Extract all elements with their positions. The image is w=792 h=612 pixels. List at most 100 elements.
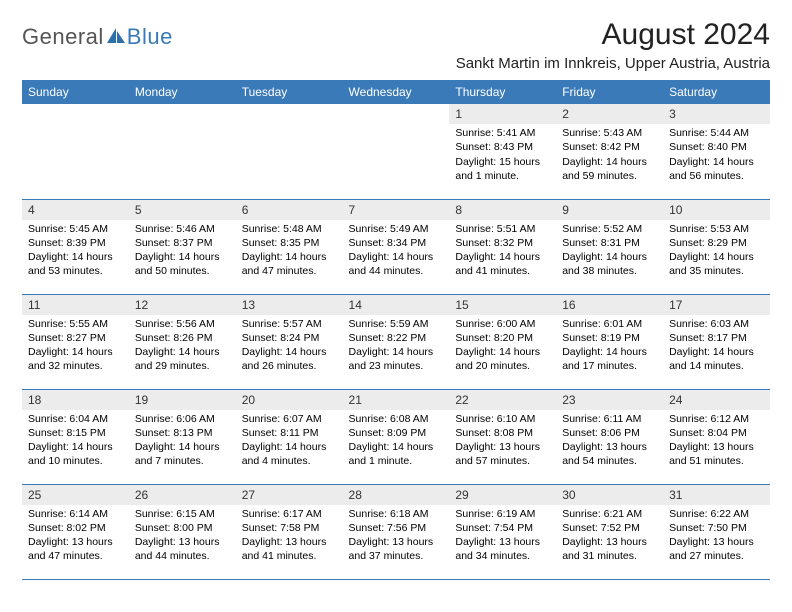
day-number: 5 — [129, 200, 236, 220]
calendar-day-cell: 6Sunrise: 5:48 AMSunset: 8:35 PMDaylight… — [236, 199, 343, 294]
calendar-day-cell: 27Sunrise: 6:17 AMSunset: 7:58 PMDayligh… — [236, 484, 343, 579]
day-number: 14 — [343, 295, 450, 315]
calendar-week-row: 1Sunrise: 5:41 AMSunset: 8:43 PMDaylight… — [22, 104, 770, 199]
calendar-day-cell: 29Sunrise: 6:19 AMSunset: 7:54 PMDayligh… — [449, 484, 556, 579]
calendar-day-cell: 21Sunrise: 6:08 AMSunset: 8:09 PMDayligh… — [343, 389, 450, 484]
calendar-day-cell: 22Sunrise: 6:10 AMSunset: 8:08 PMDayligh… — [449, 389, 556, 484]
sunset-line: Sunset: 8:09 PM — [349, 426, 444, 440]
sunset-line: Sunset: 8:08 PM — [455, 426, 550, 440]
day-number: 17 — [663, 295, 770, 315]
daylight-line: Daylight: 14 hours and 17 minutes. — [562, 345, 657, 373]
daylight-line: Daylight: 13 hours and 44 minutes. — [135, 535, 230, 563]
calendar-day-cell: 7Sunrise: 5:49 AMSunset: 8:34 PMDaylight… — [343, 199, 450, 294]
day-number: 9 — [556, 200, 663, 220]
sunset-line: Sunset: 7:50 PM — [669, 521, 764, 535]
location-subtitle: Sankt Martin im Innkreis, Upper Austria,… — [456, 55, 770, 72]
day-number: 1 — [449, 104, 556, 124]
sunset-line: Sunset: 8:00 PM — [135, 521, 230, 535]
calendar-day-cell: 1Sunrise: 5:41 AMSunset: 8:43 PMDaylight… — [449, 104, 556, 199]
daylight-line: Daylight: 14 hours and 41 minutes. — [455, 250, 550, 278]
day-number: 16 — [556, 295, 663, 315]
daylight-line: Daylight: 13 hours and 37 minutes. — [349, 535, 444, 563]
calendar-day-cell: 19Sunrise: 6:06 AMSunset: 8:13 PMDayligh… — [129, 389, 236, 484]
sunrise-line: Sunrise: 5:45 AM — [28, 222, 123, 236]
daylight-line: Daylight: 14 hours and 20 minutes. — [455, 345, 550, 373]
daylight-line: Daylight: 14 hours and 1 minute. — [349, 440, 444, 468]
daylight-line: Daylight: 13 hours and 31 minutes. — [562, 535, 657, 563]
daylight-line: Daylight: 14 hours and 56 minutes. — [669, 155, 764, 183]
daylight-line: Daylight: 14 hours and 35 minutes. — [669, 250, 764, 278]
calendar-header-cell: Tuesday — [236, 80, 343, 104]
day-number: 18 — [22, 390, 129, 410]
day-number: 22 — [449, 390, 556, 410]
sunrise-line: Sunrise: 5:56 AM — [135, 317, 230, 331]
day-number: 31 — [663, 485, 770, 505]
sunset-line: Sunset: 8:37 PM — [135, 236, 230, 250]
sunset-line: Sunset: 8:40 PM — [669, 140, 764, 154]
sunrise-line: Sunrise: 6:14 AM — [28, 507, 123, 521]
calendar-day-cell: 14Sunrise: 5:59 AMSunset: 8:22 PMDayligh… — [343, 294, 450, 389]
sunrise-line: Sunrise: 6:18 AM — [349, 507, 444, 521]
sunrise-line: Sunrise: 6:11 AM — [562, 412, 657, 426]
sunrise-line: Sunrise: 6:22 AM — [669, 507, 764, 521]
calendar-day-cell: 24Sunrise: 6:12 AMSunset: 8:04 PMDayligh… — [663, 389, 770, 484]
calendar-day-cell: 15Sunrise: 6:00 AMSunset: 8:20 PMDayligh… — [449, 294, 556, 389]
calendar-week-row: 18Sunrise: 6:04 AMSunset: 8:15 PMDayligh… — [22, 389, 770, 484]
day-number: 28 — [343, 485, 450, 505]
sunset-line: Sunset: 8:02 PM — [28, 521, 123, 535]
sunset-line: Sunset: 7:54 PM — [455, 521, 550, 535]
calendar-week-row: 4Sunrise: 5:45 AMSunset: 8:39 PMDaylight… — [22, 199, 770, 294]
sunrise-line: Sunrise: 5:51 AM — [455, 222, 550, 236]
brand-text-blue: Blue — [127, 24, 173, 50]
sunset-line: Sunset: 8:26 PM — [135, 331, 230, 345]
day-number: 27 — [236, 485, 343, 505]
calendar-day-cell: 11Sunrise: 5:55 AMSunset: 8:27 PMDayligh… — [22, 294, 129, 389]
day-number: 12 — [129, 295, 236, 315]
sunrise-line: Sunrise: 5:46 AM — [135, 222, 230, 236]
calendar-day-cell — [343, 104, 450, 199]
daylight-line: Daylight: 14 hours and 7 minutes. — [135, 440, 230, 468]
day-number: 20 — [236, 390, 343, 410]
daylight-line: Daylight: 13 hours and 51 minutes. — [669, 440, 764, 468]
sunrise-line: Sunrise: 6:04 AM — [28, 412, 123, 426]
day-number: 4 — [22, 200, 129, 220]
day-number: 8 — [449, 200, 556, 220]
daylight-line: Daylight: 14 hours and 23 minutes. — [349, 345, 444, 373]
day-number: 24 — [663, 390, 770, 410]
sunrise-line: Sunrise: 5:44 AM — [669, 126, 764, 140]
calendar-day-cell: 13Sunrise: 5:57 AMSunset: 8:24 PMDayligh… — [236, 294, 343, 389]
day-number: 7 — [343, 200, 450, 220]
brand-logo: General Blue — [22, 24, 173, 50]
day-number: 30 — [556, 485, 663, 505]
sunrise-line: Sunrise: 6:06 AM — [135, 412, 230, 426]
daylight-line: Daylight: 14 hours and 59 minutes. — [562, 155, 657, 183]
sunrise-line: Sunrise: 6:01 AM — [562, 317, 657, 331]
sunrise-line: Sunrise: 6:21 AM — [562, 507, 657, 521]
calendar-day-cell: 10Sunrise: 5:53 AMSunset: 8:29 PMDayligh… — [663, 199, 770, 294]
calendar-day-cell: 9Sunrise: 5:52 AMSunset: 8:31 PMDaylight… — [556, 199, 663, 294]
sunset-line: Sunset: 8:06 PM — [562, 426, 657, 440]
calendar-day-cell — [22, 104, 129, 199]
sunset-line: Sunset: 8:42 PM — [562, 140, 657, 154]
daylight-line: Daylight: 14 hours and 50 minutes. — [135, 250, 230, 278]
day-number: 25 — [22, 485, 129, 505]
daylight-line: Daylight: 14 hours and 14 minutes. — [669, 345, 764, 373]
daylight-line: Daylight: 13 hours and 34 minutes. — [455, 535, 550, 563]
daylight-line: Daylight: 14 hours and 44 minutes. — [349, 250, 444, 278]
sunrise-line: Sunrise: 6:08 AM — [349, 412, 444, 426]
day-number: 15 — [449, 295, 556, 315]
day-number: 10 — [663, 200, 770, 220]
daylight-line: Daylight: 14 hours and 47 minutes. — [242, 250, 337, 278]
sunrise-line: Sunrise: 5:59 AM — [349, 317, 444, 331]
sunset-line: Sunset: 7:52 PM — [562, 521, 657, 535]
page-title: August 2024 — [456, 18, 770, 51]
daylight-line: Daylight: 13 hours and 27 minutes. — [669, 535, 764, 563]
day-number: 26 — [129, 485, 236, 505]
day-number: 13 — [236, 295, 343, 315]
brand-sail-icon — [106, 26, 126, 49]
sunset-line: Sunset: 8:17 PM — [669, 331, 764, 345]
sunset-line: Sunset: 8:32 PM — [455, 236, 550, 250]
sunrise-line: Sunrise: 5:53 AM — [669, 222, 764, 236]
day-number: 6 — [236, 200, 343, 220]
daylight-line: Daylight: 14 hours and 29 minutes. — [135, 345, 230, 373]
